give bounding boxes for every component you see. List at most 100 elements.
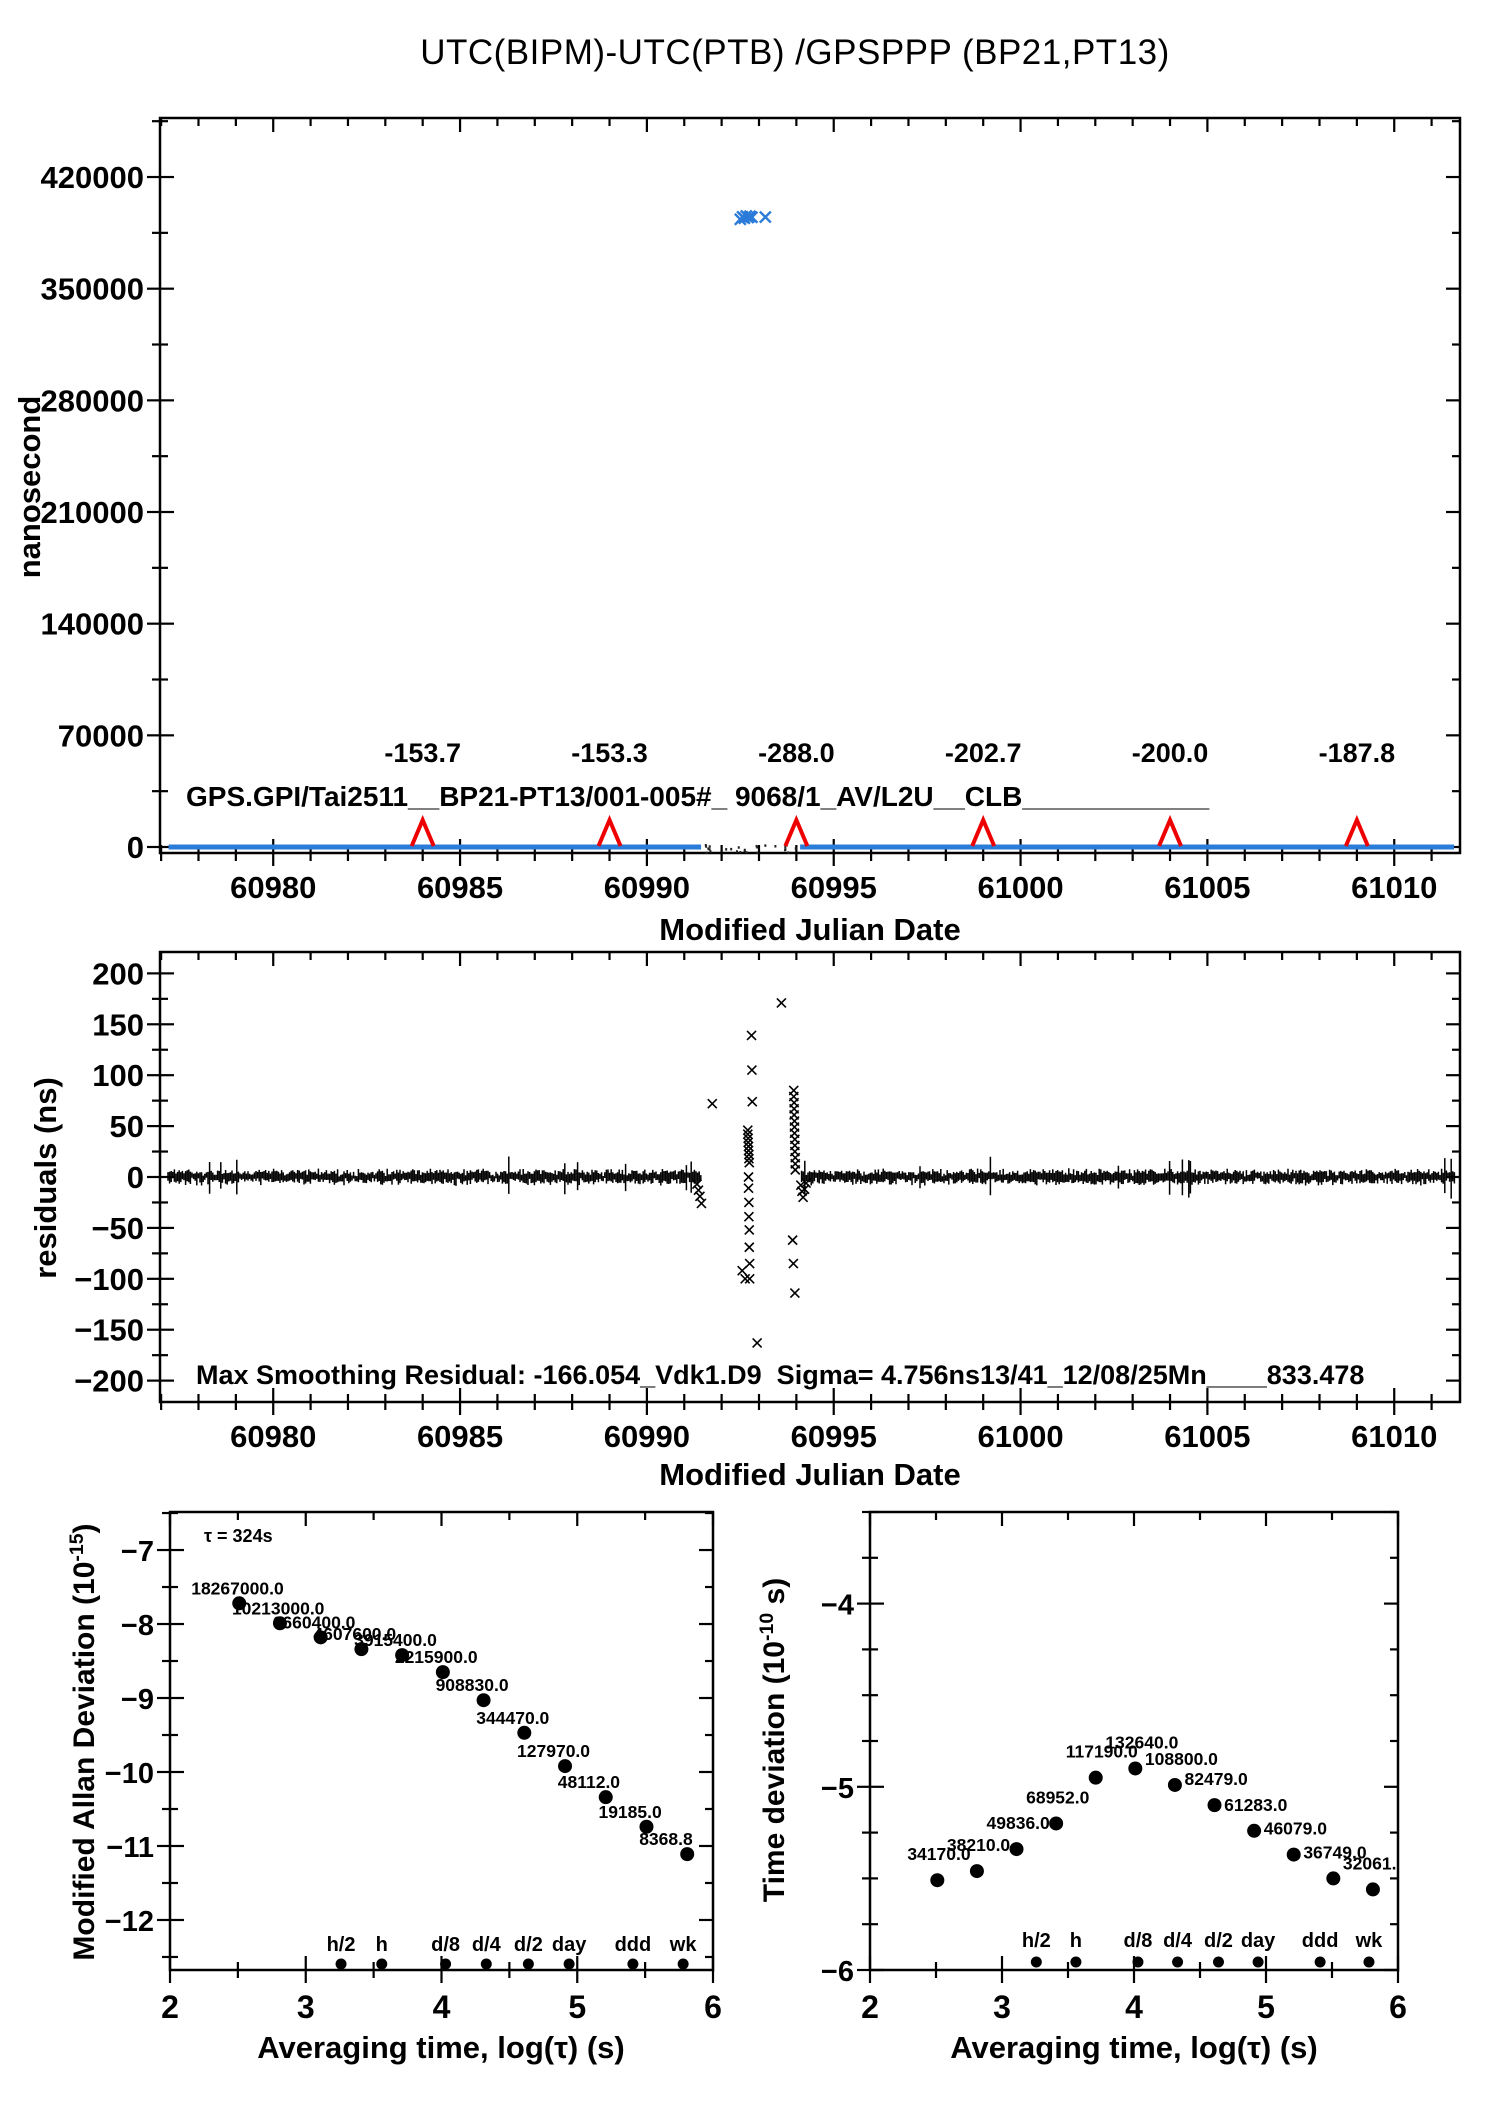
point-value-label: 61283.0 bbox=[1224, 1795, 1288, 1815]
point-value-label: 49836.0 bbox=[987, 1813, 1051, 1833]
duration-label: ddd bbox=[615, 1934, 652, 1956]
duration-dot bbox=[1252, 1956, 1264, 1968]
svg-text:60985: 60985 bbox=[417, 870, 503, 905]
svg-text:4: 4 bbox=[1125, 1989, 1143, 2025]
duration-dot bbox=[1172, 1956, 1184, 1968]
svg-text:−4: −4 bbox=[821, 1590, 854, 1622]
svg-text:0: 0 bbox=[127, 1160, 144, 1195]
duration-dot bbox=[440, 1958, 452, 1970]
phase-annotation: GPS.GPI/Tai2511__BP21-PT13/001-005#_ 906… bbox=[186, 781, 1210, 812]
data-point bbox=[680, 1847, 695, 1862]
event-value-label: -153.7 bbox=[384, 738, 461, 768]
residuals-xlabel: Modified Julian Date bbox=[659, 1457, 961, 1492]
event-caret-icon bbox=[409, 814, 436, 847]
residuals-ylabel: residuals (ns) bbox=[28, 1077, 63, 1279]
tick-labels: 2 3 4 5 6 −4 −5 −6 bbox=[821, 1590, 1407, 2025]
phase-events: -153.7 -153.3 -288.0 -202.7 -200.0 -187.8 bbox=[384, 738, 1395, 847]
tdev-ylabel-suffix: s) bbox=[758, 1577, 791, 1613]
event-value-label: -153.3 bbox=[571, 738, 648, 768]
svg-text:6: 6 bbox=[704, 1989, 722, 2025]
point-value-label: 48112.0 bbox=[558, 1772, 621, 1792]
svg-text:60990: 60990 bbox=[604, 1419, 690, 1454]
svg-text:60980: 60980 bbox=[230, 870, 316, 905]
svg-text:61000: 61000 bbox=[977, 870, 1063, 905]
tick-labels: 60980 60985 60990 60995 61000 61005 61010 200 15… bbox=[74, 956, 1437, 1454]
residuals-plot: 60980 60985 60990 60995 61000 61005 61010 200 15… bbox=[74, 950, 1462, 1454]
residuals-annotation: Max Smoothing Residual: -166.054_Vdk1.D9… bbox=[196, 1360, 1365, 1390]
tdev-ylabel-prefix: Time deviation (10 bbox=[758, 1641, 791, 1903]
svg-text:70000: 70000 bbox=[58, 718, 144, 753]
svg-text:−150: −150 bbox=[74, 1313, 144, 1348]
duration-label: h/2 bbox=[1022, 1930, 1051, 1952]
point-value-label: 132640.0 bbox=[1105, 1732, 1178, 1752]
point-value-label: 19185.0 bbox=[598, 1802, 662, 1822]
mdev-plot: 2 3 4 5 6 −7 −8 −9 −10 −11 −12 18267000.010213000.0… bbox=[105, 1510, 722, 2025]
duration-label: d/2 bbox=[514, 1934, 543, 1956]
svg-text:150: 150 bbox=[92, 1007, 144, 1042]
svg-text:5: 5 bbox=[1257, 1989, 1275, 2025]
tdev-points bbox=[930, 1761, 1380, 1897]
tdev-duration-marks: h/2 h d/8 d/4 d/2 day ddd wk bbox=[1022, 1930, 1383, 1968]
svg-text:−100: −100 bbox=[74, 1262, 144, 1297]
tdev-ylabel-sup: -10 bbox=[756, 1612, 778, 1641]
duration-label: ddd bbox=[1302, 1930, 1339, 1952]
svg-text:60995: 60995 bbox=[791, 1419, 877, 1454]
point-value-label: 117190.0 bbox=[1066, 1742, 1138, 1762]
svg-text:60980: 60980 bbox=[230, 1419, 316, 1454]
tau-note: τ = 324s bbox=[204, 1526, 273, 1546]
data-point bbox=[517, 1725, 532, 1740]
data-point bbox=[395, 1648, 410, 1663]
point-value-label: 4607600.0 bbox=[313, 1624, 396, 1644]
plot-frame bbox=[158, 116, 1462, 855]
event-caret-icon bbox=[1157, 814, 1183, 847]
chart-title: UTC(BIPM)-UTC(PTB) /GPSPPP (BP21,PT13) bbox=[420, 33, 1170, 72]
duration-dot bbox=[480, 1958, 492, 1970]
tdev-xlabel: Averaging time, log(τ) (s) bbox=[950, 2030, 1318, 2065]
point-value-label: 34170.0 bbox=[907, 1844, 971, 1864]
svg-text:−10: −10 bbox=[105, 1758, 154, 1790]
data-point bbox=[1049, 1816, 1064, 1831]
duration-dot bbox=[1132, 1956, 1144, 1968]
data-point bbox=[1326, 1871, 1341, 1886]
duration-label: d/8 bbox=[1124, 1930, 1153, 1952]
data-point bbox=[272, 1616, 287, 1631]
svg-text:350000: 350000 bbox=[41, 272, 144, 307]
mdev-ylabel-sup: -15 bbox=[66, 1533, 88, 1562]
duration-label: h bbox=[1070, 1930, 1082, 1952]
point-value-label: 68952.0 bbox=[1026, 1787, 1090, 1807]
duration-label: d/4 bbox=[472, 1934, 502, 1956]
data-point bbox=[598, 1790, 613, 1805]
svg-text:50: 50 bbox=[110, 1109, 144, 1144]
svg-text:61000: 61000 bbox=[977, 1419, 1063, 1454]
duration-label: d/2 bbox=[1204, 1930, 1233, 1952]
mdev-ylabel: Modified Allan Deviation (10-15) bbox=[66, 1432, 102, 2052]
data-point bbox=[639, 1819, 654, 1834]
svg-text:−8: −8 bbox=[121, 1610, 154, 1642]
mdev-ylabel-suffix: ) bbox=[68, 1523, 101, 1534]
svg-text:210000: 210000 bbox=[41, 495, 144, 530]
svg-text:6: 6 bbox=[1389, 1989, 1407, 2025]
point-value-label: 3915400.0 bbox=[354, 1630, 437, 1650]
data-point bbox=[476, 1693, 491, 1708]
duration-dot bbox=[335, 1958, 347, 1970]
tick-labels: 60980 60985 60990 60995 61000 61005 61010 0 7000… bbox=[41, 160, 1438, 905]
svg-text:60985: 60985 bbox=[417, 1419, 503, 1454]
tick-labels: 2 3 4 5 6 −7 −8 −9 −10 −11 −12 bbox=[105, 1536, 722, 2025]
data-point bbox=[1247, 1823, 1262, 1838]
mdev-points bbox=[232, 1596, 695, 1862]
svg-text:3: 3 bbox=[993, 1989, 1011, 2025]
residuals-scatter bbox=[691, 997, 812, 1349]
svg-text:5: 5 bbox=[568, 1989, 586, 2025]
mdev-ylabel-prefix: Modified Allan Deviation (10 bbox=[68, 1561, 101, 1961]
event-caret-icon bbox=[783, 814, 810, 847]
duration-label: day bbox=[1241, 1930, 1276, 1952]
duration-dot bbox=[1030, 1956, 1042, 1968]
point-value-label: 2215900.0 bbox=[395, 1647, 478, 1667]
duration-dot bbox=[376, 1958, 388, 1970]
data-point bbox=[558, 1759, 573, 1774]
duration-dot bbox=[563, 1958, 575, 1970]
phase-baseline-series bbox=[168, 844, 1455, 850]
duration-label: h bbox=[376, 1934, 388, 1956]
point-value-label: 38210.0 bbox=[947, 1835, 1011, 1855]
